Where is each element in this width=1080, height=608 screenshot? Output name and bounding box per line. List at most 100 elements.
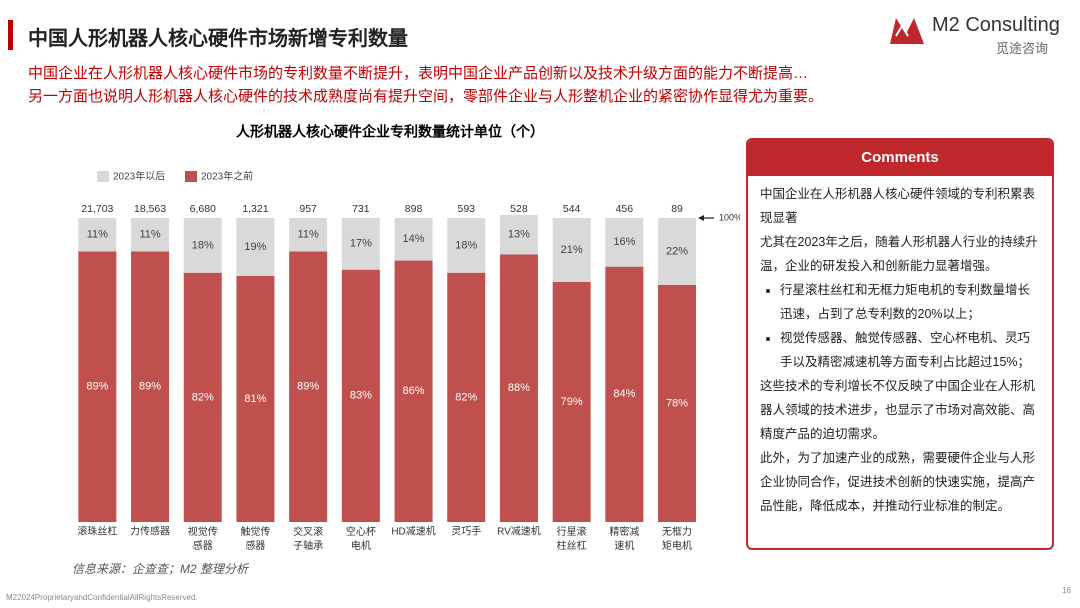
bar-segment — [236, 218, 275, 276]
bar-segment — [183, 218, 222, 273]
x-tick-label: 灵巧手 — [451, 525, 481, 538]
x-tick-label: HD减速机 — [391, 525, 435, 538]
data-label: 78% — [666, 397, 688, 409]
chart: 人形机器人核心硬件企业专利数量统计单位（个） 2023年以后 2023年之前 89%… — [77, 124, 740, 552]
bar-segment — [78, 251, 117, 522]
data-label: 11% — [298, 229, 319, 241]
comment-text: 尤其在2023年之后，随着人形机器人行业的持续升温，企业的研发投入和创新能力显著… — [760, 235, 1038, 273]
comment-text: 中国企业在人形机器人核心硬件领域的专利积累表现显著 — [760, 187, 1036, 225]
x-tick-label: 行星滚柱丝杠 — [557, 525, 587, 552]
data-label: 89% — [86, 381, 108, 393]
x-tick-label: 空心杯电机 — [346, 525, 376, 552]
bar-segment — [236, 275, 275, 522]
bar-segment — [658, 218, 697, 285]
x-tick-label: 视觉传感器 — [188, 525, 218, 552]
x-tick-label: 滚珠丝杠 — [77, 525, 117, 538]
comments-body: 中国企业在人形机器人核心硬件领域的专利积累表现显著 尤其在2023年之后，随着人形… — [748, 176, 1052, 518]
logo-cn: 觅途咨询 — [996, 41, 1049, 56]
bar-segment — [289, 218, 328, 252]
data-label: 82% — [455, 391, 477, 403]
data-label: 14% — [403, 233, 425, 245]
total-label: 456 — [616, 203, 634, 215]
data-label: 22% — [666, 245, 688, 257]
bar-segment — [605, 266, 644, 522]
total-label: 731 — [352, 203, 370, 215]
data-label: 88% — [508, 382, 530, 394]
data-label: 19% — [244, 241, 266, 253]
bar-segment — [183, 272, 222, 522]
subtitle: 中国企业在人形机器人核心硬件市场的专利数量不断提升，表明中国企业产品创新以及技术… — [28, 65, 809, 82]
bar-segment — [499, 214, 538, 255]
comments-title: Comments — [748, 140, 1052, 176]
data-label: 81% — [244, 393, 266, 405]
data-label: 18% — [455, 239, 477, 251]
logo — [888, 14, 928, 53]
legend-swatch — [97, 171, 109, 182]
bar-segment — [658, 284, 697, 522]
bar-segment — [552, 281, 591, 522]
legend-label: 2023年之前 — [201, 170, 253, 183]
bar-segment — [131, 251, 170, 522]
bar-segment — [394, 218, 433, 261]
chart-title: 人形机器人核心硬件企业专利数量统计单位（个） — [236, 124, 544, 140]
data-label: 86% — [403, 385, 425, 397]
total-label: 1,321 — [242, 203, 268, 215]
x-tick-label: 无框力矩电机 — [662, 525, 692, 552]
total-label: 593 — [457, 203, 475, 215]
data-label: 21% — [561, 244, 583, 256]
source: 信息来源：企查查；M2 整理分析 — [72, 562, 249, 576]
comment-text: 这些技术的专利增长不仅反映了中国企业在人形机器人领域的技术进步，也显示了市场对高… — [760, 379, 1036, 441]
x-tick-label: 交叉滚子轴承 — [293, 525, 323, 552]
data-label: 79% — [561, 396, 583, 408]
data-label: 17% — [350, 238, 372, 250]
footer: M22024ProprietaryandConfidentialAllRight… — [6, 593, 198, 602]
total-label: 6,680 — [190, 203, 216, 215]
data-label: 18% — [192, 239, 214, 251]
total-label: 544 — [563, 203, 581, 215]
data-label: 16% — [613, 236, 635, 248]
bar-segment — [131, 218, 170, 252]
data-label: 11% — [139, 229, 160, 241]
bar-segment — [605, 218, 644, 267]
data-label: 83% — [350, 390, 372, 402]
bar-segment — [552, 218, 591, 282]
data-label: 89% — [139, 381, 161, 393]
bar-segment — [394, 260, 433, 522]
annotation-arrowhead — [698, 215, 704, 221]
data-label: 82% — [192, 391, 214, 403]
comment-text: 此外，为了加速产业的成熟，需要硬件企业与人形企业协同合作，促进技术创新的快速实施… — [760, 451, 1036, 513]
bar-segment — [341, 269, 380, 522]
logo-icon — [890, 18, 924, 44]
total-label: 21,703 — [81, 203, 113, 215]
legend-swatch — [185, 171, 197, 182]
comment-bullet: 行星滚柱丝杠和无框力矩电机的专利数量增长迅速，占到了总专利数的20%以上； — [780, 278, 1040, 326]
total-label: 89 — [671, 203, 683, 215]
bar-segment — [499, 254, 538, 523]
bar-segment — [289, 251, 328, 522]
data-label: 13% — [508, 229, 530, 241]
total-label: 18,563 — [134, 203, 166, 215]
annotation: 100% — [719, 212, 740, 222]
logo-name: M2 Consulting — [932, 14, 1060, 36]
bar-segment — [447, 218, 486, 273]
x-tick-label: 触觉传感器 — [240, 525, 270, 552]
x-tick-label: RV减速机 — [497, 525, 541, 538]
data-label: 11% — [87, 229, 108, 241]
comment-bullet: 视觉传感器、触觉传感器、空心杯电机、灵巧手以及精密减速机等方面专利占比超过15%… — [780, 326, 1040, 374]
bar-segment — [447, 272, 486, 522]
slide-title: 中国人形机器人核心硬件市场新增专利数量 — [28, 28, 408, 50]
comments-box: Comments 中国企业在人形机器人核心硬件领域的专利积累表现显著 尤其在202… — [746, 138, 1054, 550]
page-number: 16 — [1062, 586, 1071, 595]
comment-list: 行星滚柱丝杠和无框力矩电机的专利数量增长迅速，占到了总专利数的20%以上；视觉传… — [760, 278, 1040, 374]
subtitle: 另一方面也说明人形机器人核心硬件的技术成熟度尚有提升空间，零部件企业与人形整机企… — [28, 88, 824, 105]
x-tick-label: 力传感器 — [130, 525, 170, 538]
bar-segment — [78, 218, 117, 252]
data-label: 89% — [297, 381, 319, 393]
data-label: 84% — [613, 388, 635, 400]
title-bar — [8, 20, 13, 50]
legend-label: 2023年以后 — [113, 170, 165, 183]
total-label: 898 — [405, 203, 423, 215]
bar-segment — [341, 218, 380, 270]
total-label: 528 — [510, 203, 528, 215]
